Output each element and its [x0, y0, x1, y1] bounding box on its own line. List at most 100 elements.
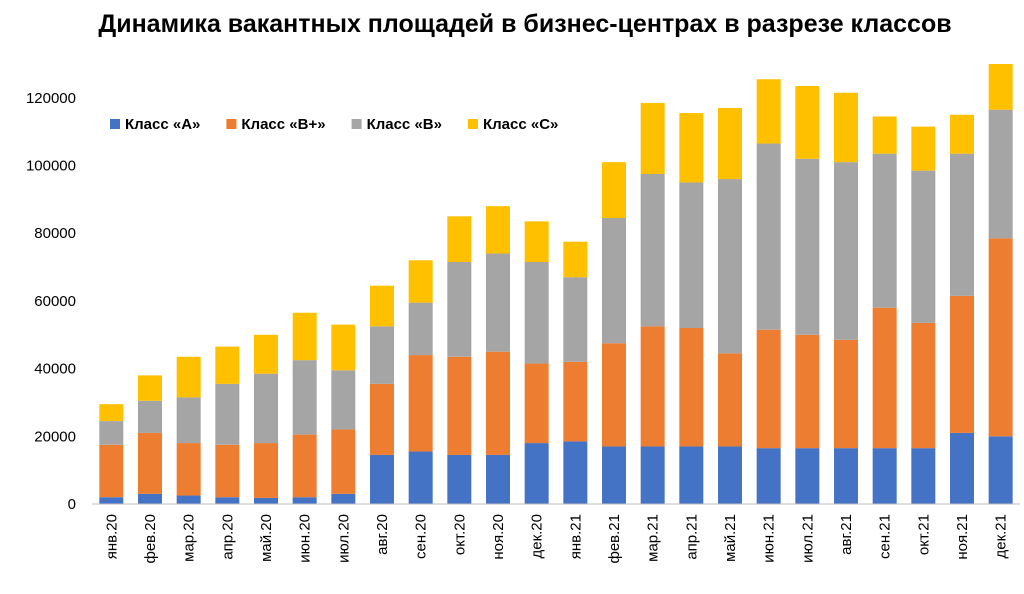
- bar-segment: [988, 436, 1013, 504]
- bar-segment: [602, 162, 626, 218]
- bar-segment: [215, 444, 240, 498]
- bar-segment: [988, 238, 1013, 437]
- y-tick-label: 60000: [34, 293, 76, 310]
- x-tick-label: июл.20: [335, 514, 352, 563]
- bar-segment: [950, 432, 974, 504]
- x-tick-label: ноя.20: [490, 514, 507, 560]
- bar-segment: [563, 441, 588, 504]
- bar-segment: [370, 326, 394, 384]
- x-tick-label: сен.21: [877, 514, 894, 559]
- bar-segment: [524, 221, 549, 262]
- bar-segment: [370, 383, 394, 455]
- x-tick-label: янв.21: [567, 514, 584, 559]
- x-tick-label: фев.20: [142, 514, 159, 564]
- bar-segment: [911, 448, 936, 504]
- bar-segment: [872, 153, 897, 308]
- x-tick-label: апр.21: [683, 514, 700, 560]
- legend-label: Класс «А»: [125, 116, 200, 133]
- bar-segment: [756, 143, 781, 330]
- bar-segment: [215, 346, 240, 384]
- bar-segment: [292, 360, 317, 435]
- bar-segment: [176, 443, 201, 496]
- legend-label: Класс «В»: [367, 116, 442, 133]
- x-tick-label: дек.21: [993, 514, 1010, 559]
- x-tick-label: апр.20: [219, 514, 236, 560]
- bar-segment: [331, 429, 356, 494]
- bar-segment: [447, 454, 472, 504]
- bar-segment: [988, 109, 1013, 239]
- bar-segment: [718, 353, 742, 447]
- bar-segment: [138, 432, 162, 494]
- bar-segment: [679, 446, 704, 504]
- bar-segment: [950, 114, 974, 154]
- legend-swatch: [110, 119, 120, 129]
- x-tick-label: авг.20: [374, 514, 391, 555]
- bar-segment: [524, 443, 549, 504]
- bar-segment: [640, 326, 665, 447]
- bar-segment: [331, 493, 356, 504]
- bar-segment: [602, 343, 626, 447]
- bar-segment: [795, 86, 820, 159]
- bar-segment: [872, 307, 897, 449]
- bar-segment: [254, 373, 278, 444]
- bar-segment: [292, 497, 317, 504]
- y-tick-label: 80000: [34, 225, 76, 242]
- bar-segment: [524, 363, 549, 444]
- bar-segment: [370, 454, 394, 504]
- bar-segment: [99, 497, 124, 504]
- x-tick-label: мар.20: [181, 514, 198, 562]
- bar-segment: [331, 324, 356, 371]
- bar-segment: [370, 285, 394, 327]
- bar-segment: [679, 182, 704, 328]
- bar-segment: [486, 351, 510, 455]
- x-tick-label: окт.21: [915, 514, 932, 555]
- chart-title: Динамика вакантных площадей в бизнес-цен…: [98, 10, 952, 38]
- bar-segment: [756, 329, 781, 449]
- bar-segment: [215, 383, 240, 445]
- bar-segment: [408, 302, 433, 356]
- bar-segment: [99, 404, 124, 422]
- y-tick-label: 0: [68, 496, 76, 513]
- bar-segment: [292, 312, 317, 361]
- bar-segment: [718, 179, 742, 354]
- x-tick-label: май.21: [722, 514, 739, 562]
- x-tick-label: ноя.21: [954, 514, 971, 560]
- bar-segment: [447, 216, 472, 262]
- x-tick-label: авг.21: [838, 514, 855, 555]
- bar-segment: [254, 497, 278, 504]
- bar-segment: [640, 446, 665, 504]
- bar-segment: [99, 421, 124, 445]
- x-tick-label: май.20: [258, 514, 275, 562]
- bar-segment: [679, 113, 704, 183]
- x-tick-label: июл.21: [799, 514, 816, 563]
- legend-swatch: [467, 119, 478, 129]
- bar-segment: [138, 493, 162, 504]
- bar-segment: [756, 79, 781, 144]
- bar-segment: [872, 116, 897, 154]
- bar-segment: [99, 444, 124, 498]
- x-tick-label: июн.21: [761, 514, 778, 563]
- bar-segment: [950, 295, 974, 433]
- x-tick-label: фев.21: [606, 514, 623, 564]
- x-tick-label: окт.20: [451, 514, 468, 555]
- x-tick-label: дек.20: [529, 514, 546, 559]
- bar-segment: [795, 158, 820, 335]
- bar-segment: [408, 260, 433, 303]
- x-tick-label: мар.21: [645, 514, 662, 562]
- y-tick-label: 100000: [26, 158, 76, 175]
- bar-segment: [602, 446, 626, 504]
- x-tick-label: сен.20: [413, 514, 430, 559]
- bar-segment: [718, 446, 742, 504]
- bar-segment: [563, 277, 588, 362]
- bar-segment: [176, 495, 201, 504]
- bar-segment: [756, 448, 781, 504]
- bar-segment: [988, 64, 1013, 110]
- bar-segment: [640, 102, 665, 174]
- bar-segment: [524, 262, 549, 364]
- bar-segment: [834, 92, 858, 163]
- bar-segment: [447, 356, 472, 455]
- legend-swatch: [351, 119, 362, 129]
- bar-segment: [176, 356, 201, 398]
